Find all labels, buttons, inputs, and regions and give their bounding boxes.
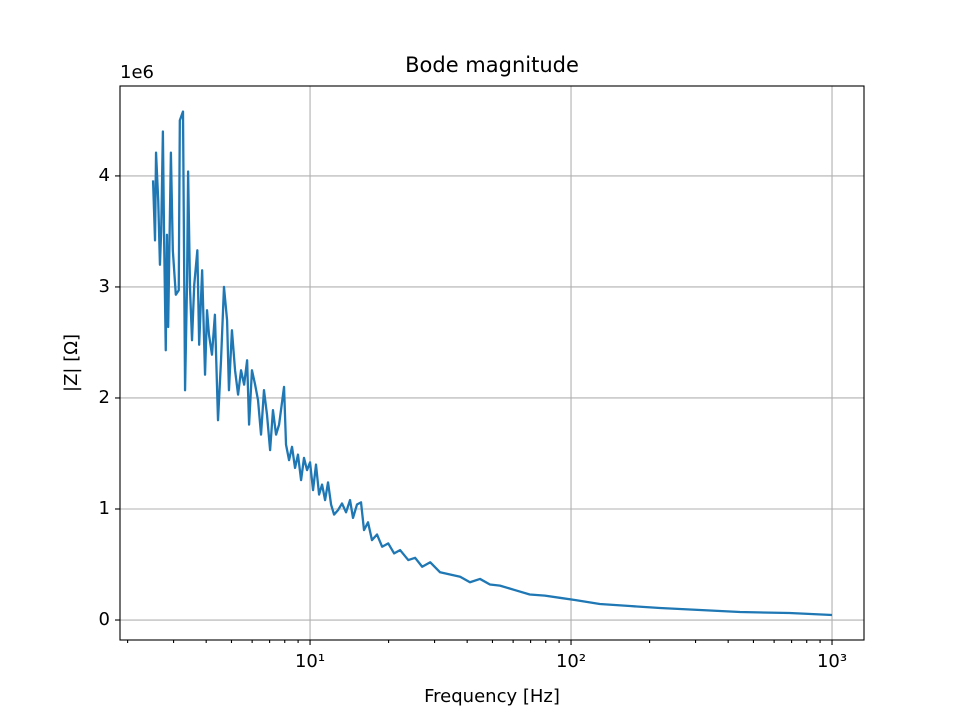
plot-frame xyxy=(119,85,865,641)
x-tick-label: 10¹ xyxy=(295,651,325,672)
y-offset-text: 1e6 xyxy=(120,62,154,83)
y-axis-label: |Z| [Ω] xyxy=(61,334,82,392)
x-axis-label: Frequency [Hz] xyxy=(424,686,560,707)
data-line xyxy=(151,110,833,617)
y-tick-label: 3 xyxy=(99,276,110,297)
y-tick-label: 0 xyxy=(99,609,110,630)
y-tick-label: 1 xyxy=(99,498,110,519)
y-tick-label: 2 xyxy=(99,387,110,408)
x-tick-label: 10³ xyxy=(817,651,847,672)
chart-title: Bode magnitude xyxy=(405,53,579,77)
y-tick-label: 4 xyxy=(99,165,110,186)
x-tick-label: 10² xyxy=(556,651,586,672)
